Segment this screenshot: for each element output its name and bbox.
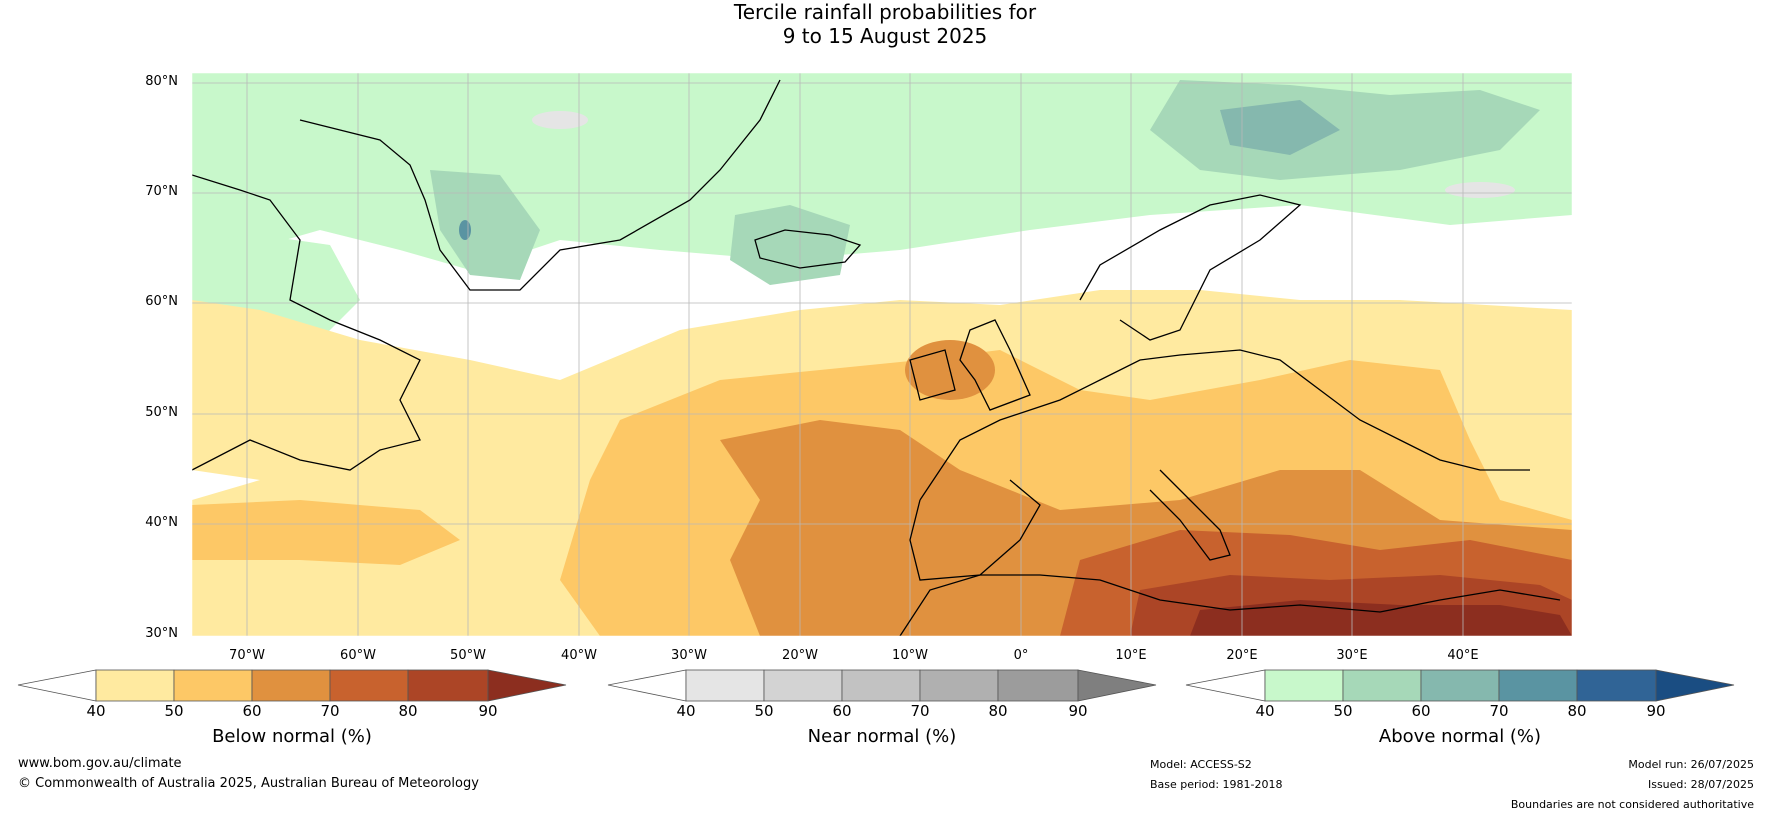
colorbar-tick: 70	[910, 702, 930, 720]
lon-label: 0°	[1013, 648, 1029, 663]
colorbar-near-normal	[607, 669, 1157, 702]
coastline-europe	[919, 349, 1530, 501]
colorbar-below-normal-bin	[329, 669, 409, 702]
lon-label: 30°E	[1336, 648, 1368, 663]
colorbar-title-above-normal: Above normal (%)	[1378, 726, 1542, 747]
map-title: Tercile rainfall probabilities for 9 to …	[0, 0, 1770, 48]
colorbar-tick: 40	[86, 702, 106, 720]
below-normal-90-region	[1190, 600, 1572, 636]
map-frame	[191, 72, 1573, 637]
coastline-greenland	[299, 79, 781, 291]
colorbar-above-normal-upper-extend	[1655, 669, 1735, 702]
coastline-italy	[1149, 469, 1231, 561]
lon-label: 60°W	[340, 648, 376, 663]
colorbar-tick: 50	[164, 702, 184, 720]
colorbar-below-normal-upper-extend	[487, 669, 567, 702]
lon-label: 30°W	[671, 648, 707, 663]
colorbar-below-normal-bin	[173, 669, 253, 702]
coastline-africa	[899, 574, 1561, 636]
colorbar-tick: 50	[754, 702, 774, 720]
colorbar-below-normal-lower-extend	[17, 669, 97, 702]
colorbar-near-normal-lower-extend	[607, 669, 687, 702]
colorbar-near-normal-bin	[919, 669, 999, 702]
disclaimer-text: Boundaries are not considered authoritat…	[1510, 798, 1754, 811]
colorbar-below-normal-bin	[407, 669, 489, 702]
colorbar-tick: 60	[832, 702, 852, 720]
colorbar-near-normal-bin	[763, 669, 843, 702]
colorbar-above-normal-bin	[1342, 669, 1422, 702]
lat-label: 50°N	[145, 405, 178, 420]
colorbar-above-normal	[1185, 669, 1735, 702]
above-normal-greenland	[430, 170, 540, 280]
issued-text: Issued: 28/07/2025	[1647, 778, 1754, 791]
lon-label: 40°E	[1447, 648, 1479, 663]
lat-label: 60°N	[145, 294, 178, 309]
colorbar-tick: 90	[478, 702, 498, 720]
colorbar-below-normal-bin	[251, 669, 331, 702]
model-text: Model: ACCESS-S2	[1150, 758, 1252, 771]
lat-label: 30°N	[145, 626, 178, 641]
lat-label: 40°N	[145, 515, 178, 530]
colorbar-near-normal-bin	[841, 669, 921, 702]
coastline-scandinavia	[1079, 194, 1302, 341]
coastline-britain	[959, 319, 1031, 411]
lon-label: 10°W	[892, 648, 928, 663]
map-title-line2: 9 to 15 August 2025	[782, 24, 988, 48]
coastline-ireland	[909, 349, 956, 401]
colorbar-below-normal-bin	[95, 669, 175, 702]
lon-label: 10°E	[1115, 648, 1147, 663]
colorbar-near-normal-upper-extend	[1077, 669, 1157, 702]
lat-label: 80°N	[145, 74, 178, 89]
coastlines	[192, 79, 1561, 636]
colorbar-tick: 70	[1489, 702, 1509, 720]
map-title-line1: Tercile rainfall probabilities for	[733, 0, 1037, 24]
colorbar-tick: 70	[320, 702, 340, 720]
colorbar-title-near-normal: Near normal (%)	[807, 726, 957, 747]
above-normal-spot-greenland	[459, 220, 471, 240]
near-normal-patch	[532, 111, 588, 129]
colorbar-near-normal-bin	[685, 669, 765, 702]
colorbar-tick: 80	[988, 702, 1008, 720]
lon-label: 20°W	[782, 648, 818, 663]
colorbar-tick: 80	[1567, 702, 1587, 720]
website-link[interactable]: www.bom.gov.au/climate	[18, 756, 182, 771]
colorbar-tick: 90	[1646, 702, 1666, 720]
colorbar-above-normal-bin	[1420, 669, 1500, 702]
lon-label: 20°E	[1226, 648, 1258, 663]
lon-label: 70°W	[229, 648, 265, 663]
colorbar-above-normal-bin	[1576, 669, 1657, 702]
model-run-text: Model run: 26/07/2025	[1628, 758, 1754, 771]
colorbar-above-normal-bin	[1498, 669, 1578, 702]
colorbar-above-normal-lower-extend	[1185, 669, 1266, 702]
colorbar-above-normal-bin	[1264, 669, 1344, 702]
near-normal-patch	[1445, 182, 1515, 198]
coastline-iceland	[754, 229, 862, 269]
below-normal-50-west	[192, 500, 460, 565]
colorbar-tick: 60	[1411, 702, 1431, 720]
lon-label: 50°W	[450, 648, 486, 663]
copyright-text: © Commonwealth of Australia 2025, Austra…	[18, 776, 479, 791]
colorbar-title-below-normal: Below normal (%)	[212, 726, 372, 747]
colorbar-near-normal-bin	[997, 669, 1079, 702]
lon-label: 40°W	[561, 648, 597, 663]
colorbar-tick: 50	[1333, 702, 1353, 720]
colorbar-tick: 40	[1255, 702, 1275, 720]
colorbar-tick: 60	[242, 702, 262, 720]
base-period-text: Base period: 1981-2018	[1150, 778, 1283, 791]
above-normal-scandinavia	[1150, 80, 1540, 180]
above-normal-barents	[1220, 100, 1340, 155]
colorbar-below-normal	[17, 669, 567, 702]
lat-label: 70°N	[145, 184, 178, 199]
colorbar-tick: 40	[676, 702, 696, 720]
coastline-canada	[192, 174, 421, 471]
colorbar-tick: 80	[398, 702, 418, 720]
colorbar-tick: 90	[1068, 702, 1088, 720]
